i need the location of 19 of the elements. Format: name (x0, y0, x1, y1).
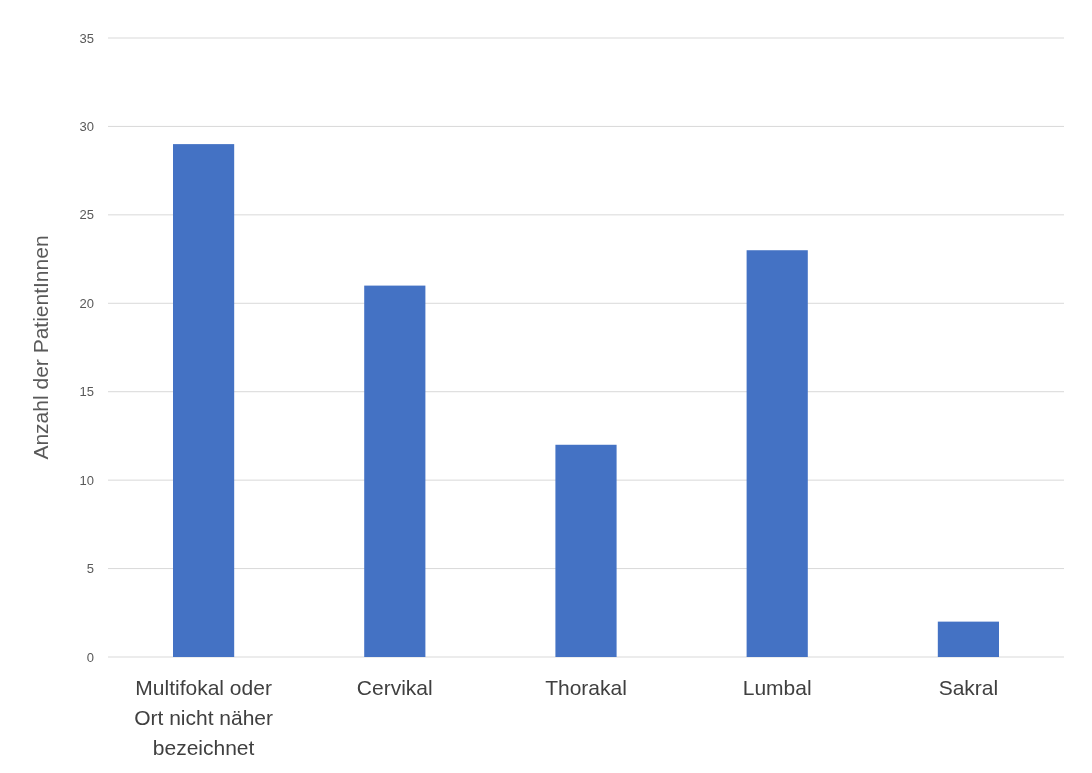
bar (937, 621, 999, 657)
y-axis-title: Anzahl der PatientInnen (29, 235, 52, 460)
x-tick-label: Thorakal (545, 676, 627, 699)
y-tick-label: 0 (86, 649, 94, 665)
y-tick-label: 10 (79, 472, 94, 488)
bar (364, 285, 426, 657)
bar (555, 444, 617, 657)
y-tick-label: 20 (79, 295, 94, 311)
y-tick-label: 25 (79, 207, 94, 223)
y-tick-label: 30 (79, 118, 94, 134)
bar (746, 250, 808, 657)
y-tick-label: 35 (79, 30, 94, 46)
bar (173, 144, 235, 657)
x-tick-label: Cervikal (356, 676, 433, 699)
y-tick-label: 5 (86, 561, 94, 577)
y-tick-label: 15 (79, 384, 94, 400)
x-tick-label: Sakral (938, 676, 999, 699)
x-tick-label: Multifokal oder Ort nicht näher bezeichnet (134, 676, 274, 759)
x-tick-label: Lumbal (742, 676, 812, 699)
